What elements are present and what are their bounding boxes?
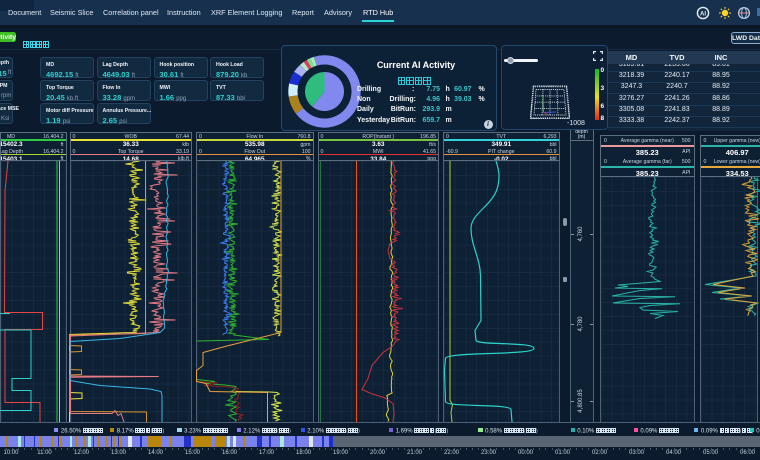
svg-text:AI: AI — [700, 11, 706, 17]
